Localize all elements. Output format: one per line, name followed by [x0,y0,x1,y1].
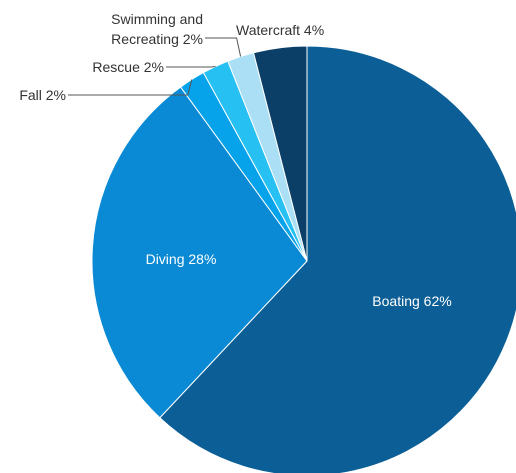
slice-boating [159,45,516,473]
label-rescue: Rescue 2% [92,59,164,75]
label-swimming-line-1: Swimming and [111,11,203,27]
leader-rescue [166,66,216,68]
label-watercraft: Watercraft 4% [236,22,324,38]
slice-diving [91,86,308,419]
pie-slices [91,45,516,473]
leader-fall [68,79,193,96]
label-swimming-line-2: Recreating 2% [111,31,203,47]
slice-watercraft [252,45,308,262]
label-fall: Fall 2% [19,87,66,103]
leader-swimming [205,37,242,57]
leader-lines [68,37,242,96]
label-diving: Diving 28% [146,251,217,267]
label-boating: Boating 62% [372,293,451,309]
